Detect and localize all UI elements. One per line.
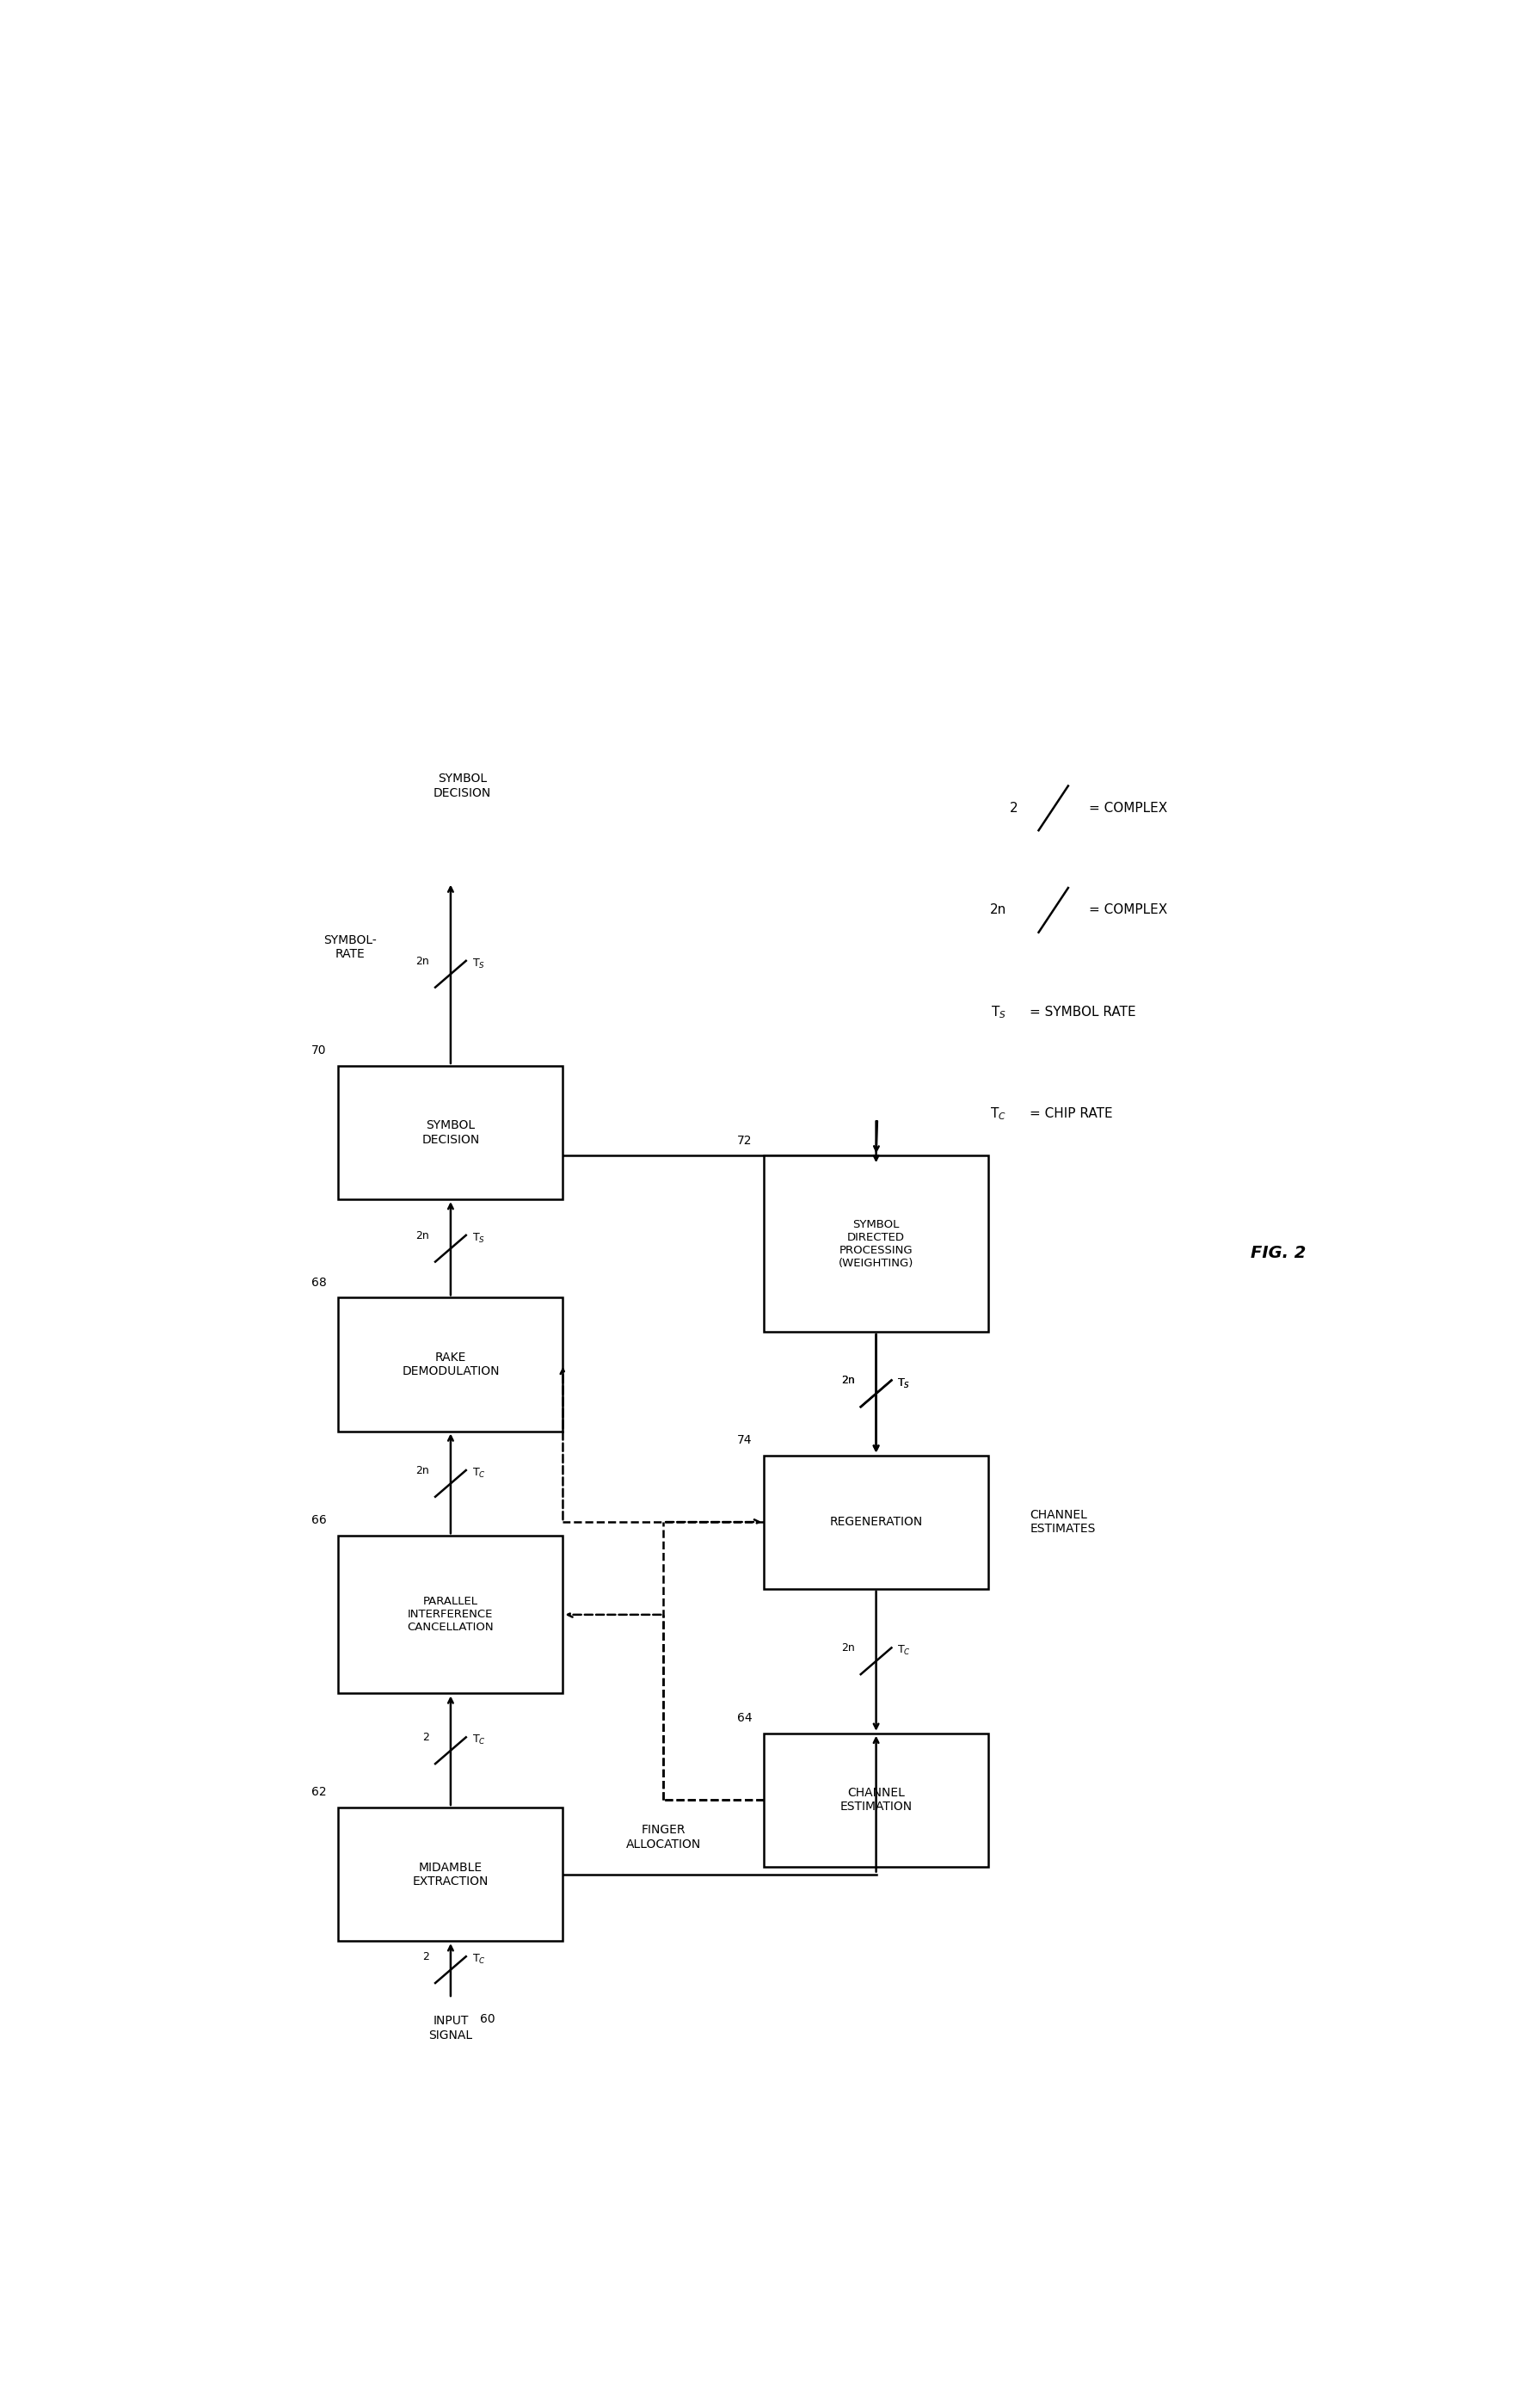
Bar [764,1454,988,1589]
Text: 2: 2 [1010,802,1019,814]
Text: INPUT
SIGNAL: INPUT SIGNAL [429,2015,473,2042]
Text: REGENERATION: REGENERATION [830,1517,923,1529]
Text: RAKE
DEMODULATION: RAKE DEMODULATION [401,1351,500,1377]
Text: 2: 2 [422,1950,430,1963]
Text: 60: 60 [480,2013,496,2025]
Text: 72: 72 [737,1134,752,1146]
Text: T$_C$: T$_C$ [471,1734,485,1746]
Text: 2n: 2n [416,1464,430,1476]
Text: 64: 64 [737,1712,752,1724]
Text: 2n: 2n [416,1230,430,1240]
Text: = COMPLEX: = COMPLEX [1089,903,1167,917]
Text: CHANNEL
ESTIMATES: CHANNEL ESTIMATES [1029,1510,1095,1534]
Text: SYMBOL-
RATE: SYMBOL- RATE [323,934,377,961]
Text: MIDAMBLE
EXTRACTION: MIDAMBLE EXTRACTION [413,1861,488,1888]
Bar [339,1298,563,1430]
Text: 2: 2 [422,1731,430,1743]
Text: CHANNEL
ESTIMATION: CHANNEL ESTIMATION [840,1787,912,1813]
Text: 2n: 2n [842,1375,856,1387]
Text: T$_S$: T$_S$ [897,1377,910,1389]
Bar [339,1808,563,1941]
Text: PARALLEL
INTERFERENCE
CANCELLATION: PARALLEL INTERFERENCE CANCELLATION [407,1597,494,1633]
Text: = CHIP RATE: = CHIP RATE [1029,1108,1113,1120]
Text: T$_S$: T$_S$ [471,1233,485,1245]
Text: FIG. 2: FIG. 2 [1250,1245,1305,1262]
Text: 70: 70 [311,1045,326,1057]
Bar [339,1536,563,1693]
Bar [764,1734,988,1866]
Text: T$_C$: T$_C$ [471,1466,485,1481]
Text: SYMBOL
DIRECTED
PROCESSING
(WEIGHTING): SYMBOL DIRECTED PROCESSING (WEIGHTING) [839,1218,913,1269]
Text: T$_C$: T$_C$ [471,1953,485,1965]
Bar [764,1156,988,1332]
Text: FINGER
ALLOCATION: FINGER ALLOCATION [625,1825,702,1849]
Text: T$_C$: T$_C$ [897,1645,910,1657]
Text: 62: 62 [311,1787,326,1799]
Text: T$_S$: T$_S$ [471,958,485,970]
Text: SYMBOL
DECISION: SYMBOL DECISION [422,1120,479,1146]
Text: 74: 74 [737,1433,752,1445]
Bar [339,1067,563,1199]
Text: T$_S$: T$_S$ [991,1004,1007,1021]
Text: 2n: 2n [842,1642,856,1654]
Text: = COMPLEX: = COMPLEX [1089,802,1167,814]
Text: T$_S$: T$_S$ [897,1377,910,1389]
Text: SYMBOL
DECISION: SYMBOL DECISION [433,773,491,799]
Text: T$_C$: T$_C$ [990,1105,1007,1122]
Text: 68: 68 [311,1276,326,1288]
Text: = SYMBOL RATE: = SYMBOL RATE [1029,1007,1136,1019]
Text: 2n: 2n [416,956,430,966]
Text: 66: 66 [311,1515,326,1527]
Text: 2n: 2n [842,1375,856,1387]
Text: 2n: 2n [990,903,1007,917]
